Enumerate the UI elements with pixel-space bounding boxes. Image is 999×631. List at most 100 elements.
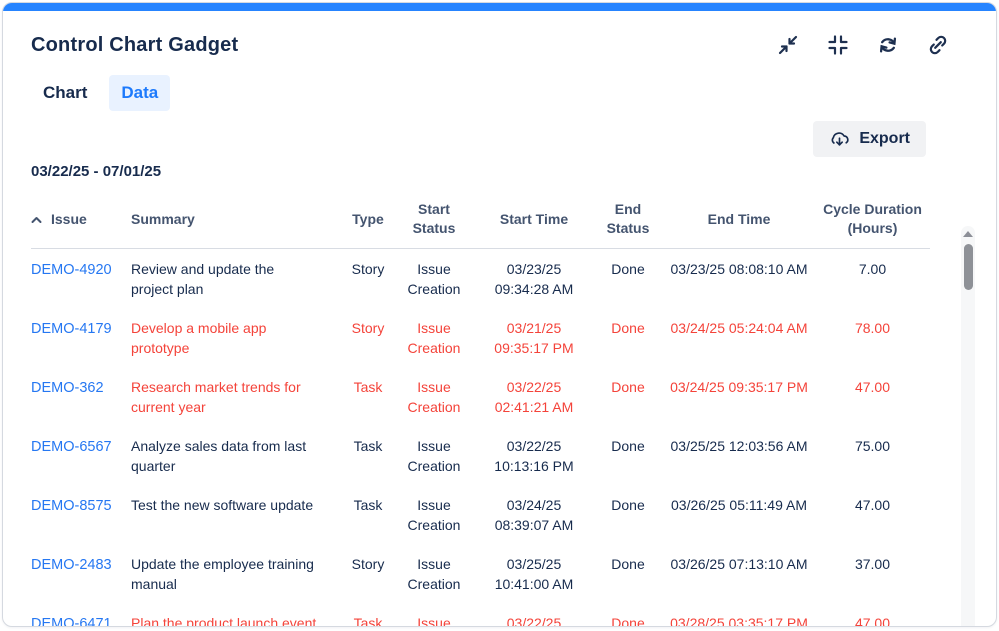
issue-key-cell: DEMO-6471 bbox=[31, 603, 131, 627]
start-time-cell: 03/21/25 09:35:17 PM bbox=[494, 320, 574, 356]
cycle-duration-cell: 78.00 bbox=[854, 320, 891, 336]
type-cell: Task bbox=[353, 379, 383, 395]
start-time-cell: 03/22/25 02:41:21 AM bbox=[494, 379, 574, 415]
end-status-cell: Done bbox=[611, 615, 645, 627]
type-cell: Task bbox=[353, 497, 383, 513]
column-header-start-time[interactable]: Start Time bbox=[475, 194, 593, 249]
issue-key-cell: DEMO-2483 bbox=[31, 544, 131, 603]
collapse-icon[interactable] bbox=[776, 33, 800, 57]
scroll-up-arrow-icon[interactable] bbox=[963, 231, 973, 237]
start-status-cell: Issue Creation bbox=[407, 556, 461, 592]
end-time-cell: 03/28/25 03:35:17 PM bbox=[670, 615, 808, 627]
start-status-cell: Issue Creation bbox=[407, 320, 461, 356]
table-row: DEMO-4179 Develop a mobile app prototype… bbox=[31, 308, 930, 367]
start-status-cell: Issue Creation bbox=[407, 379, 461, 415]
start-time-cell: 03/25/25 10:41:00 AM bbox=[494, 556, 574, 592]
gadget-accent-bar bbox=[3, 3, 996, 11]
type-cell: Story bbox=[351, 556, 385, 572]
table-header: Issue Summary Type Start Status Start Ti… bbox=[31, 194, 930, 249]
summary-cell: Update the employee training manual bbox=[131, 556, 314, 592]
cycle-duration-cell: 75.00 bbox=[854, 438, 891, 454]
tab-chart[interactable]: Chart bbox=[43, 83, 88, 102]
end-status-cell: Done bbox=[611, 379, 645, 395]
link-icon[interactable] bbox=[926, 33, 950, 57]
end-time-cell: 03/24/25 09:35:17 PM bbox=[670, 379, 808, 395]
tab-data[interactable]: Data bbox=[109, 75, 171, 111]
summary-cell: Review and update the project plan bbox=[131, 261, 275, 297]
issue-key-link[interactable]: DEMO-4920 bbox=[31, 262, 112, 278]
end-status-cell: Done bbox=[611, 261, 645, 277]
column-header-type[interactable]: Type bbox=[343, 194, 393, 249]
issue-key-cell: DEMO-362 bbox=[31, 367, 131, 426]
end-status-cell: Done bbox=[611, 497, 645, 513]
cycle-duration-cell: 47.00 bbox=[854, 497, 891, 513]
type-cell: Task bbox=[353, 438, 383, 454]
issue-key-cell: DEMO-4179 bbox=[31, 308, 131, 367]
tab-bar: Chart Data bbox=[3, 57, 996, 111]
cycle-duration-cell: 7.00 bbox=[858, 261, 887, 277]
table-row: DEMO-362 Research market trends for curr… bbox=[31, 367, 930, 426]
issue-key-cell: DEMO-4920 bbox=[31, 249, 131, 309]
summary-cell: Develop a mobile app prototype bbox=[131, 320, 267, 356]
column-header-end-time[interactable]: End Time bbox=[663, 194, 815, 249]
scrollbar-thumb[interactable] bbox=[963, 244, 973, 290]
issue-key-cell: DEMO-8575 bbox=[31, 485, 131, 544]
cycle-duration-cell: 47.00 bbox=[854, 615, 891, 627]
table-row: DEMO-4920 Review and update the project … bbox=[31, 249, 930, 309]
end-status-cell: Done bbox=[611, 438, 645, 454]
refresh-icon[interactable] bbox=[876, 33, 900, 57]
end-status-cell: Done bbox=[611, 556, 645, 572]
start-status-cell: Issue Creation bbox=[407, 497, 461, 533]
start-status-cell: Issue Creation bbox=[417, 615, 451, 627]
end-time-cell: 03/24/25 05:24:04 AM bbox=[670, 320, 808, 336]
table-row: DEMO-8575 Test the new software update T… bbox=[31, 485, 930, 544]
type-cell: Story bbox=[351, 320, 385, 336]
start-time-cell: 03/23/25 09:34:28 AM bbox=[494, 261, 574, 297]
cycle-duration-cell: 37.00 bbox=[854, 556, 891, 572]
issue-key-cell: DEMO-6567 bbox=[31, 426, 131, 485]
column-header-end-status[interactable]: End Status bbox=[593, 194, 663, 249]
issue-key-link[interactable]: DEMO-6471 bbox=[31, 616, 112, 627]
end-time-cell: 03/25/25 12:03:56 AM bbox=[670, 438, 808, 454]
end-time-cell: 03/26/25 05:11:49 AM bbox=[671, 497, 807, 513]
gadget-actions bbox=[776, 33, 968, 57]
type-cell: Task bbox=[353, 615, 383, 627]
end-time-cell: 03/26/25 07:13:10 AM bbox=[670, 556, 808, 572]
export-button[interactable]: Export bbox=[813, 121, 926, 157]
chevron-up-icon bbox=[31, 210, 42, 229]
issue-key-link[interactable]: DEMO-4179 bbox=[31, 321, 112, 337]
start-time-cell: 03/22/25 02:41:21 AM bbox=[506, 615, 562, 627]
table-row: DEMO-6567 Analyze sales data from last q… bbox=[31, 426, 930, 485]
start-time-cell: 03/22/25 10:13:16 PM bbox=[494, 438, 574, 474]
summary-cell: Analyze sales data from last quarter bbox=[131, 438, 307, 474]
column-header-start-status[interactable]: Start Status bbox=[393, 194, 475, 249]
gadget-header: Control Chart Gadget bbox=[3, 11, 996, 57]
data-panel: Export 03/22/25 - 07/01/25 Issue bbox=[3, 111, 996, 627]
table-row: DEMO-6471 Plan the product launch event … bbox=[31, 603, 930, 627]
page-title: Control Chart Gadget bbox=[31, 33, 239, 56]
cloud-download-icon bbox=[829, 129, 850, 149]
end-time-cell: 03/23/25 08:08:10 AM bbox=[670, 261, 808, 277]
table-row: DEMO-2483 Update the employee training m… bbox=[31, 544, 930, 603]
start-time-cell: 03/24/25 08:39:07 AM bbox=[494, 497, 574, 533]
export-button-label: Export bbox=[859, 130, 910, 147]
compress-icon[interactable] bbox=[826, 33, 850, 57]
issue-key-link[interactable]: DEMO-6567 bbox=[31, 439, 112, 455]
column-header-cycle-duration[interactable]: Cycle Duration (Hours) bbox=[815, 194, 930, 249]
issue-key-link[interactable]: DEMO-2483 bbox=[31, 557, 112, 573]
table-body: DEMO-4920 Review and update the project … bbox=[31, 249, 930, 627]
column-header-issue[interactable]: Issue bbox=[31, 194, 131, 249]
start-status-cell: Issue Creation bbox=[407, 438, 461, 474]
summary-cell: Test the new software update bbox=[131, 497, 314, 513]
type-cell: Story bbox=[351, 261, 385, 277]
issue-key-link[interactable]: DEMO-8575 bbox=[31, 498, 112, 514]
column-header-summary[interactable]: Summary bbox=[131, 194, 343, 249]
end-status-cell: Done bbox=[611, 320, 645, 336]
control-chart-data-table: Issue Summary Type Start Status Start Ti… bbox=[31, 194, 930, 627]
issue-key-link[interactable]: DEMO-362 bbox=[31, 380, 104, 396]
date-range-label: 03/22/25 - 07/01/25 bbox=[31, 163, 162, 180]
vertical-scrollbar[interactable] bbox=[961, 226, 975, 626]
cycle-duration-cell: 47.00 bbox=[854, 379, 891, 395]
export-row: Export bbox=[31, 121, 926, 157]
